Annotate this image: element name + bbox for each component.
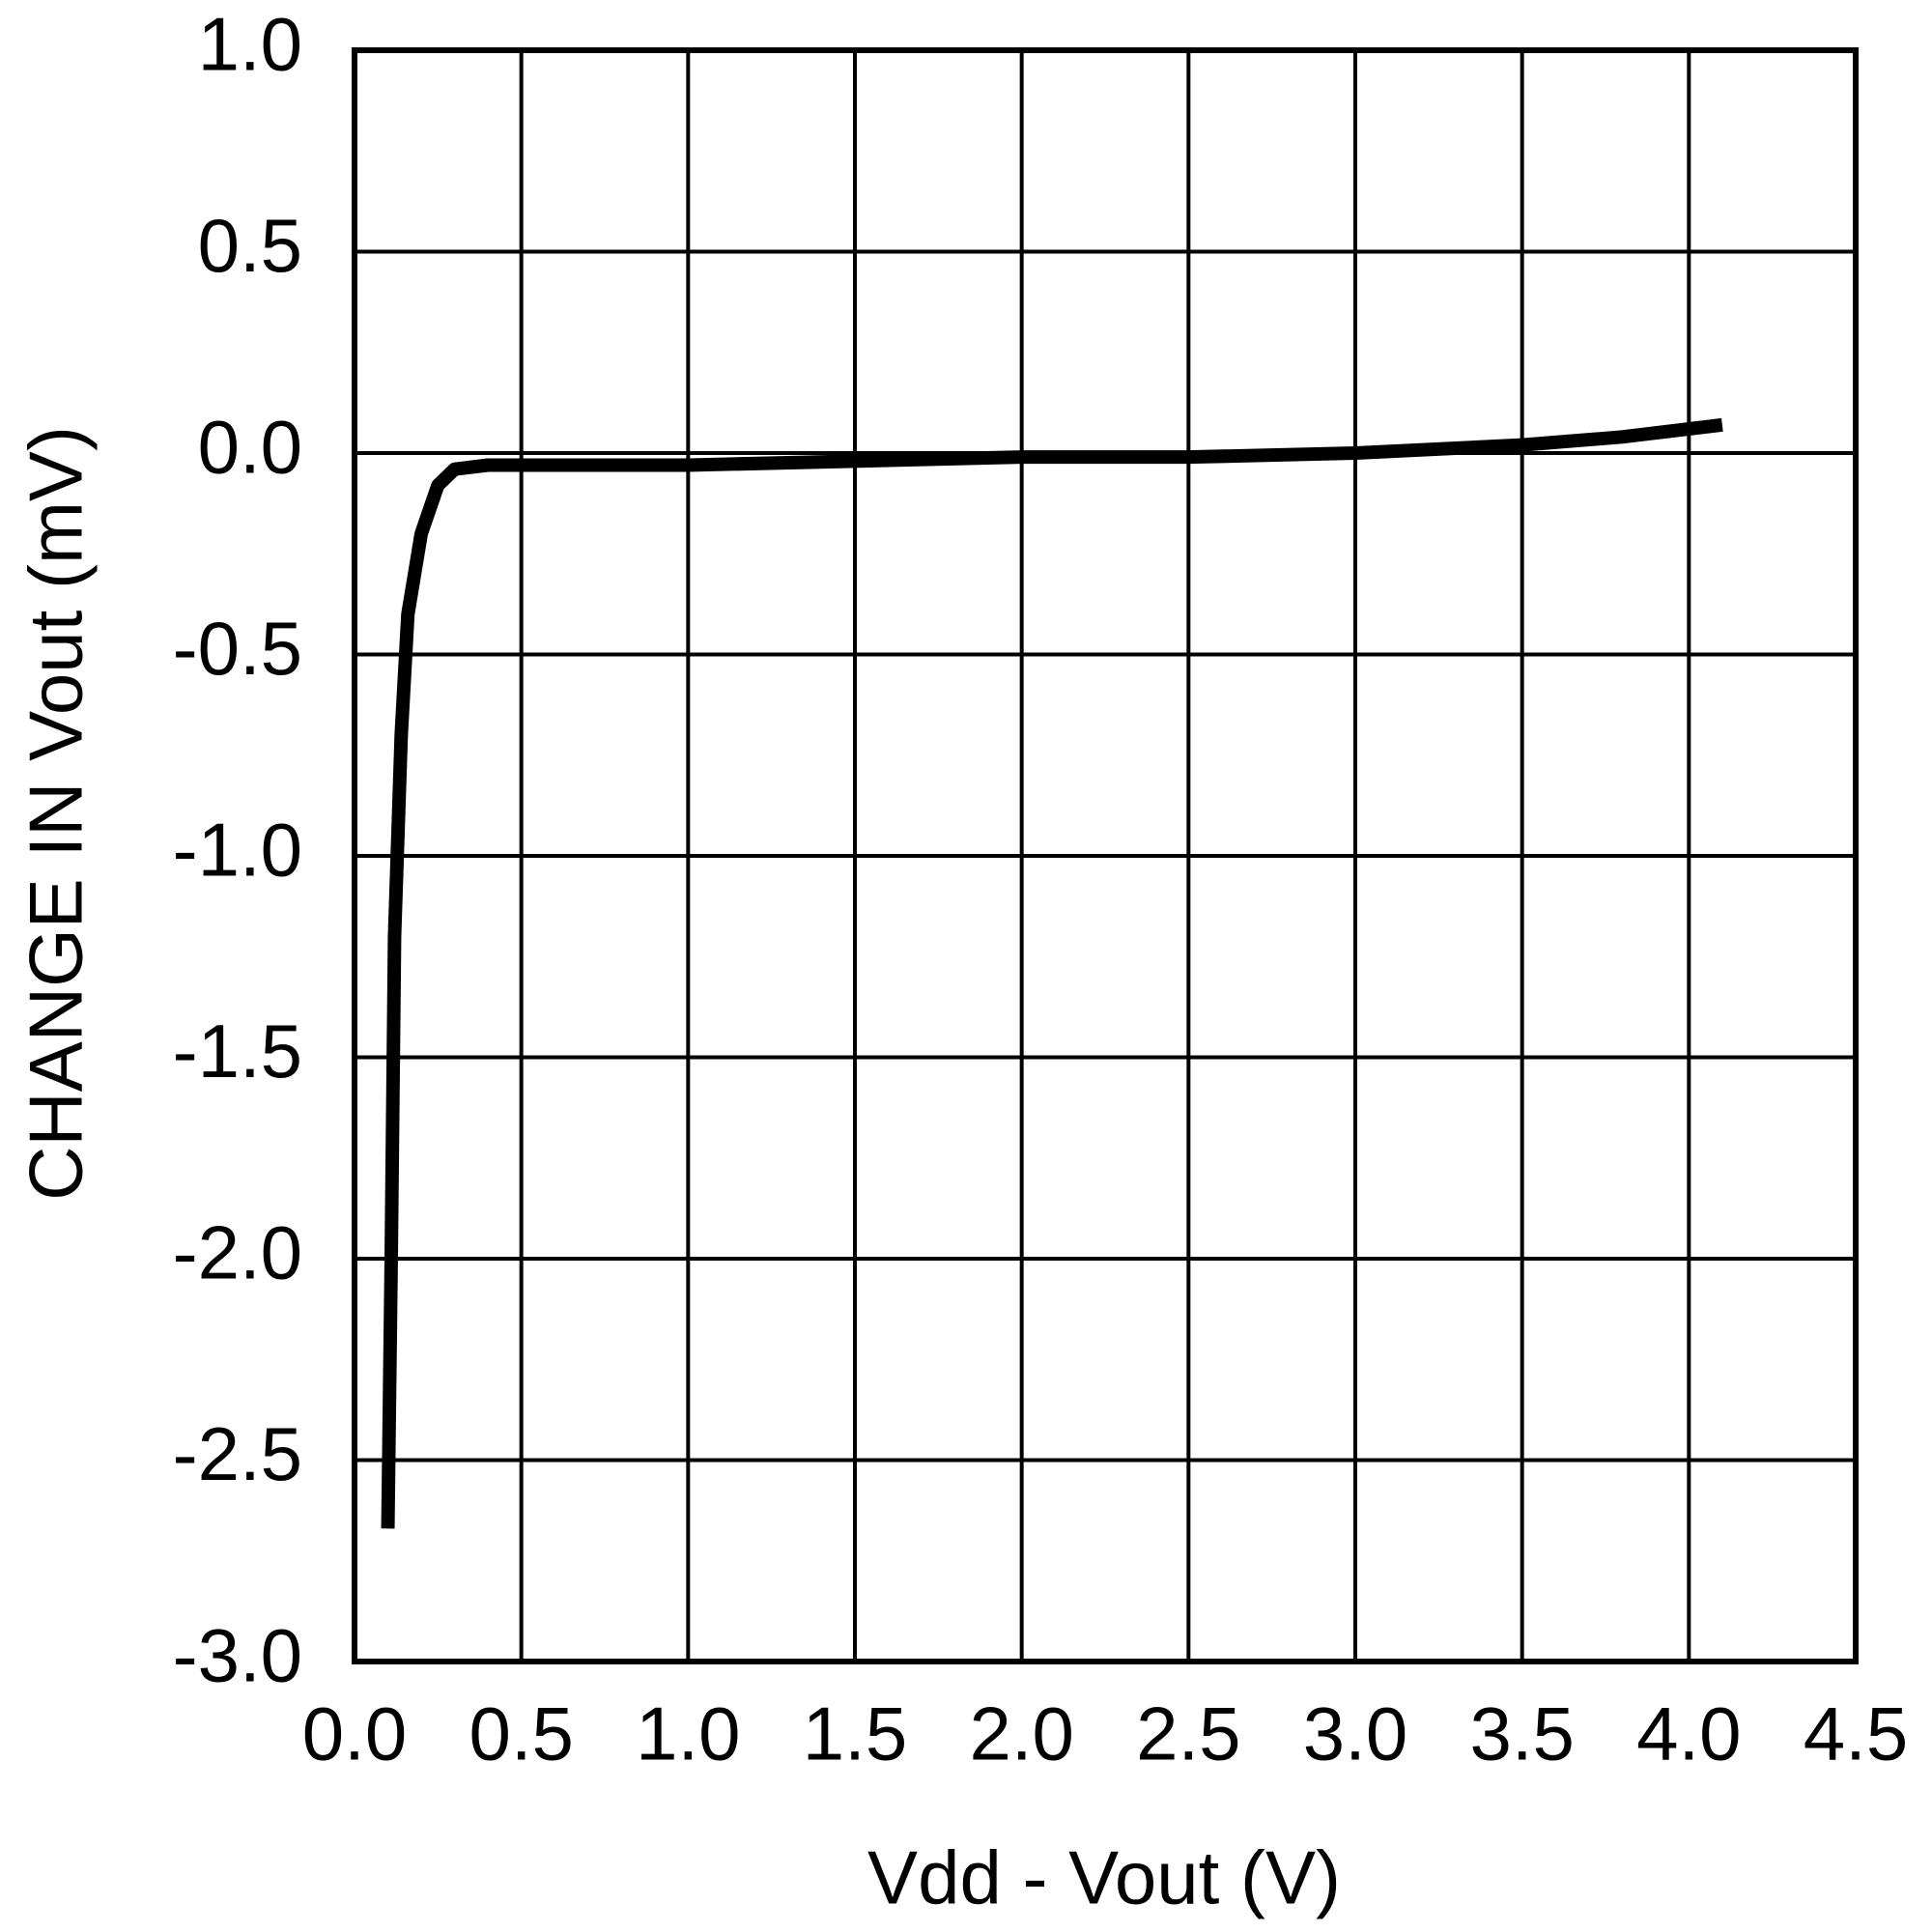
y-tick-label: -0.5 — [173, 606, 302, 691]
y-tick-label: -2.0 — [173, 1210, 302, 1295]
y-tick-label: 0.0 — [198, 405, 302, 490]
plot-frame — [352, 47, 1859, 1664]
y-tick-label: 0.5 — [198, 203, 302, 288]
x-tick-label: 2.0 — [969, 1691, 1073, 1776]
y-tick-label: -1.5 — [173, 1009, 302, 1094]
x-tick-label: 3.0 — [1303, 1691, 1407, 1776]
x-tick-label: 0.0 — [302, 1691, 407, 1776]
y-axis-title: CHANGE IN Vout (mV) — [14, 426, 99, 1201]
y-tick-label: 1.0 — [198, 2, 302, 87]
y-tick-label: -3.0 — [173, 1613, 302, 1698]
x-tick-label: 3.5 — [1469, 1691, 1574, 1776]
x-tick-label: 4.0 — [1636, 1691, 1741, 1776]
x-tick-label: 2.5 — [1136, 1691, 1240, 1776]
data-line — [381, 417, 1723, 1529]
y-tick-label: -1.0 — [173, 808, 302, 893]
x-axis-title: Vdd - Vout (V) — [867, 1835, 1341, 1920]
x-tick-label: 1.5 — [803, 1691, 907, 1776]
x-tick-label: 4.5 — [1804, 1691, 1908, 1776]
x-tick-label: 1.0 — [636, 1691, 740, 1776]
x-tick-label: 0.5 — [469, 1691, 573, 1776]
y-tick-label: -2.5 — [173, 1411, 302, 1496]
